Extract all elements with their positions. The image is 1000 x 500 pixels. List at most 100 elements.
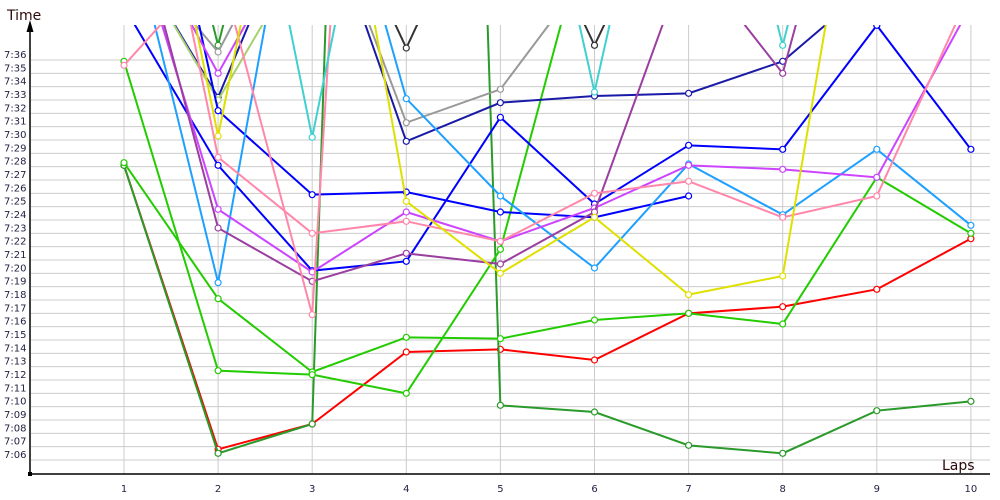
y-tick-label: 7:35: [4, 63, 26, 74]
data-point: [873, 25, 881, 29]
series-line: [173, 25, 827, 143]
y-tick-label: 7:31: [4, 117, 26, 128]
data-point: [214, 295, 222, 303]
data-point: [684, 89, 693, 97]
y-tick-label: 7:10: [4, 397, 26, 408]
data-point: [967, 145, 975, 153]
y-axis-arrow-icon: [26, 20, 34, 32]
data-point: [214, 153, 222, 161]
series-line: [123, 25, 332, 315]
data-point: [214, 48, 222, 56]
data-point: [308, 311, 316, 319]
data-point: [496, 401, 504, 409]
y-tick-label: 7:30: [4, 130, 26, 141]
data-point: [308, 371, 316, 379]
series-line: [123, 25, 971, 455]
y-tick-label: 7:23: [4, 223, 26, 234]
data-point: [496, 99, 504, 107]
y-tick-label: 7:16: [4, 317, 26, 328]
data-point: [496, 260, 504, 268]
series-line: [123, 165, 972, 451]
data-point: [402, 197, 410, 205]
data-point: [873, 173, 881, 181]
series-line: [133, 25, 972, 272]
x-tick-label: 6: [591, 484, 597, 495]
data-point: [308, 133, 316, 141]
y-tick-label: 7:14: [4, 343, 26, 354]
x-tick-labels: 1 2 3 4 5 6 7 8 9 10: [121, 484, 977, 495]
data-point: [779, 303, 787, 311]
y-tick-label: 7:13: [4, 357, 26, 368]
series-11: [190, 25, 247, 77]
x-tick-label: 1: [121, 484, 127, 495]
y-tick-labels: 7:06 7:07 7:08 7:09 7:10 7:11 7:12 7:13 7:14 7:15…: [4, 50, 26, 461]
data-point: [779, 320, 787, 328]
data-point: [120, 61, 128, 69]
series-17: [288, 25, 789, 141]
data-point: [402, 249, 410, 257]
data-point: [402, 137, 410, 145]
data-point: [496, 245, 504, 253]
data-point: [402, 389, 410, 397]
data-point: [402, 217, 410, 225]
series-line: [194, 25, 879, 124]
data-point: [496, 208, 504, 216]
y-tick-label: 7:32: [4, 103, 26, 114]
x-tick-label: 10: [965, 484, 978, 495]
data-point: [308, 229, 316, 237]
y-tick-label: 7:29: [4, 143, 26, 154]
y-tick-label: 7:19: [4, 277, 26, 288]
series-line: [123, 162, 972, 374]
series-line: [160, 25, 962, 274]
data-point: [967, 229, 975, 237]
data-point: [120, 159, 128, 167]
data-point: [214, 367, 222, 375]
x-tick-label: 7: [685, 484, 691, 495]
data-point: [684, 177, 693, 185]
series-14: [120, 25, 332, 319]
y-tick-label: 7:34: [4, 77, 26, 88]
data-point: [779, 69, 787, 77]
axis-origin: [28, 472, 32, 476]
data-point: [779, 272, 787, 280]
y-tick-label: 7:09: [4, 410, 26, 421]
data-point: [590, 189, 599, 197]
data-point: [590, 88, 599, 96]
data-point: [873, 192, 881, 200]
data-point: [590, 264, 599, 272]
data-point: [214, 107, 222, 115]
y-tick-label: 7:06: [4, 450, 26, 461]
series-16: [194, 25, 827, 299]
series-line: [189, 25, 957, 243]
data-point: [214, 161, 222, 169]
data-point: [214, 69, 222, 77]
y-tick-label: 7:25: [4, 197, 26, 208]
data-point: [779, 41, 787, 49]
data-point: [684, 309, 693, 317]
series-line: [123, 25, 562, 395]
series-lines: [120, 25, 975, 457]
x-tick-label: 8: [780, 484, 786, 495]
data-point: [402, 257, 410, 265]
data-point: [684, 291, 693, 299]
data-point: [684, 192, 693, 200]
y-tick-label: 7:12: [4, 370, 26, 381]
series-18: [394, 25, 606, 52]
axes: Time Laps: [6, 8, 990, 476]
data-point: [308, 420, 316, 428]
y-tick-label: 7:18: [4, 290, 26, 301]
data-point: [590, 41, 599, 49]
data-point: [873, 285, 881, 293]
data-point: [590, 316, 599, 324]
y-tick-label: 7:20: [4, 263, 26, 274]
data-point: [214, 205, 222, 213]
data-point: [496, 113, 504, 121]
data-point: [967, 221, 975, 229]
series-1: [120, 25, 975, 457]
data-point: [402, 44, 410, 52]
y-tick-label: 7:27: [4, 170, 26, 181]
data-point: [402, 333, 410, 341]
data-point: [873, 407, 881, 415]
data-point: [402, 95, 410, 103]
